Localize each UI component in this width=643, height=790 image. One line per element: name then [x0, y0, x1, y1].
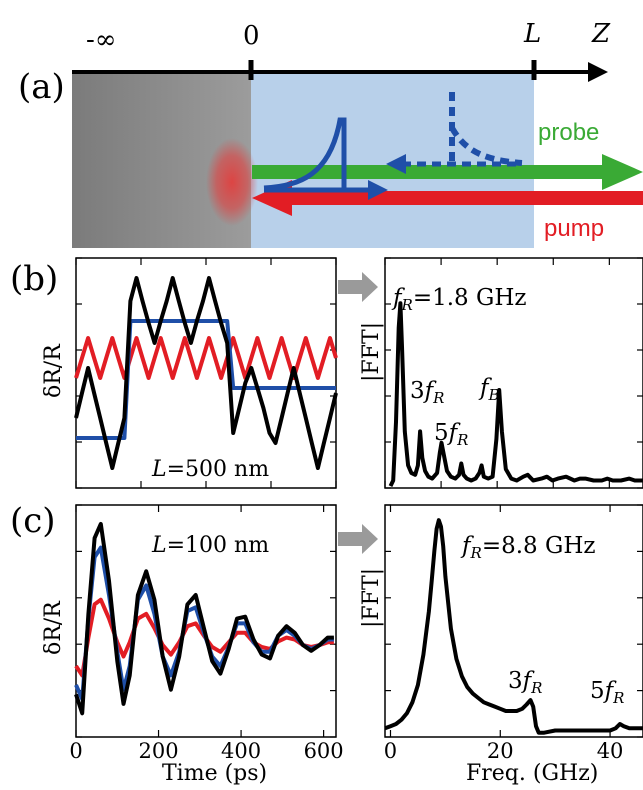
c-fft-ylabel: |FFT|	[359, 568, 384, 628]
probe-label: probe	[538, 119, 599, 146]
z-label-L: L	[523, 19, 541, 49]
c-fft-annotation-3fr: 3fR	[508, 668, 542, 697]
panel-a-label: (a)	[18, 67, 65, 107]
b-fft-annotation-5fr: 5fR	[434, 420, 468, 449]
b-transform-arrow	[338, 272, 378, 302]
pump-absorption-spot	[206, 138, 258, 226]
c-time-ylabel: δR/R	[41, 600, 66, 655]
b-fft-annotation-fb: fB	[478, 375, 500, 404]
panel-c: (c) 0 200 400 600 δR/R L=100 nm Time (ps) 0…	[10, 501, 643, 786]
probe-arrowhead	[602, 154, 643, 190]
panel-b: (b) δR/R L=500 nm |FFT| fR=1.8 GHz 3fR 5…	[10, 258, 643, 488]
b-time-line-0	[76, 338, 336, 378]
b-fft-annotation-fr: fR=1.8 GHz	[391, 285, 527, 314]
panel-a: (a) -∞ 0 L Z probe pump	[18, 19, 643, 248]
c-time-x-tick-label: 200	[138, 739, 178, 763]
b-time-annotation: L=500 nm	[151, 457, 269, 482]
panel-c-label: (c)	[10, 501, 56, 541]
c-time-xlabel: Time (ps)	[162, 761, 267, 786]
z-label-zero: 0	[243, 21, 260, 51]
b-time-series	[76, 278, 336, 468]
z-axis-label: Z	[591, 19, 611, 49]
c-fft-x-tick-label: 0	[384, 739, 397, 763]
c-time-annotation: L=100 nm	[151, 533, 269, 558]
c-transform-arrow	[338, 524, 378, 554]
c-fft-x-tick-label: 20	[487, 739, 514, 763]
c-time-x-tick-label: 0	[69, 739, 82, 763]
c-fft-x-tick-label: 40	[597, 739, 624, 763]
z-axis-arrowhead	[588, 62, 608, 82]
c-fft-xlabel: Freq. (GHz)	[466, 761, 598, 786]
b-fft-annotation-3fr: 3fR	[410, 378, 444, 407]
pump-label: pump	[544, 215, 604, 242]
b-time-ylabel: δR/R	[41, 343, 66, 398]
panel-b-label: (b)	[10, 259, 58, 299]
c-fft-annotation-5fr: 5fR	[590, 678, 624, 707]
c-time-x-tick-label: 400	[221, 739, 261, 763]
z-label-minus-infinity: -∞	[86, 25, 116, 55]
b-fft-ylabel: |FFT|	[359, 322, 384, 382]
c-fft-annotation-fr: fR=8.8 GHz	[460, 533, 596, 562]
c-time-x-tick-label: 600	[304, 739, 344, 763]
